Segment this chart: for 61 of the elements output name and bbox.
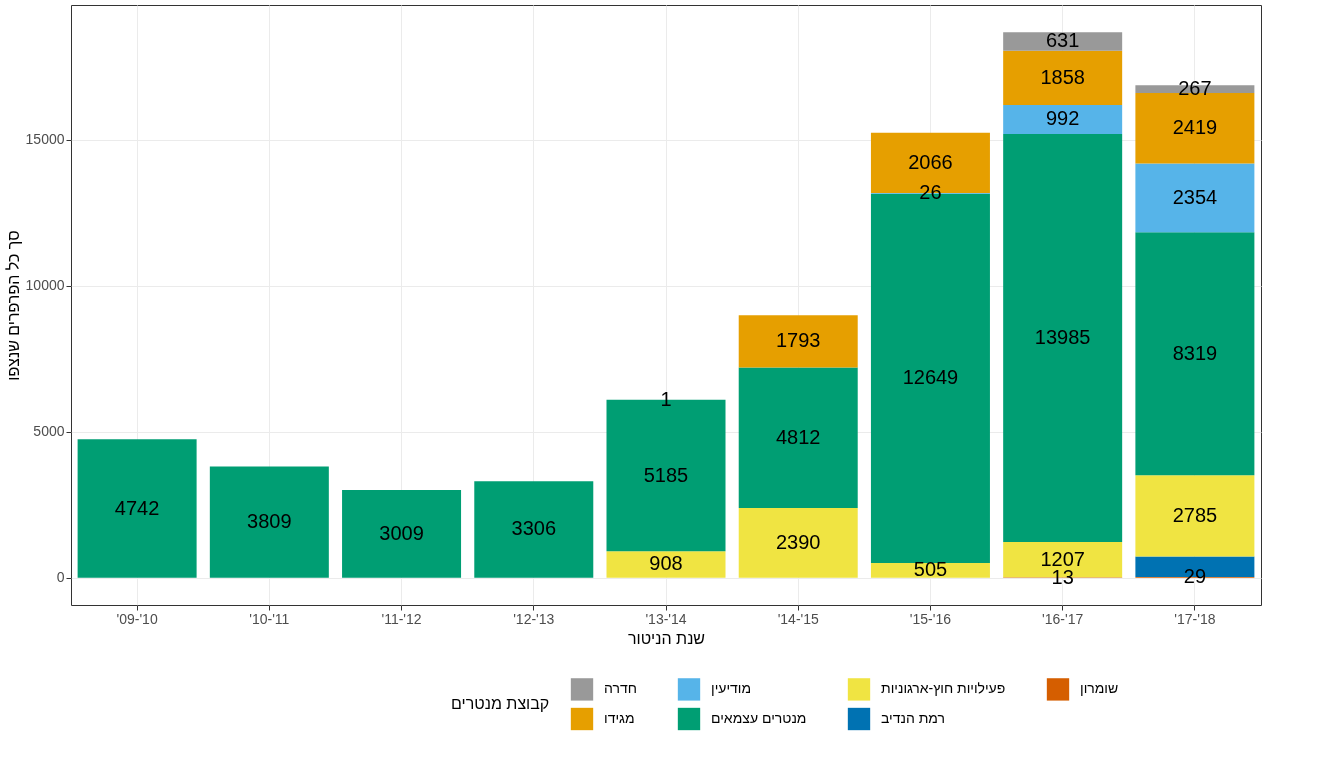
x-tick-label: '12-'13 xyxy=(513,610,555,627)
data-label: 4812 xyxy=(775,425,821,448)
data-label: 12649 xyxy=(902,366,959,389)
legend-label: מודיעין xyxy=(711,680,752,697)
data-label: 505 xyxy=(913,558,948,581)
x-tick-label: '17-'18 xyxy=(1174,610,1216,627)
x-tick-label: '14-'15 xyxy=(777,610,820,627)
legend-label: שומרון xyxy=(1080,680,1119,697)
bar xyxy=(738,507,858,578)
y-tick-label: 10000 xyxy=(25,277,65,294)
bar xyxy=(1003,32,1123,51)
bar xyxy=(209,466,329,578)
x-tick-label: '16-'17 xyxy=(1042,610,1084,627)
data-label: 3306 xyxy=(511,517,557,540)
data-label: 4742 xyxy=(114,496,160,519)
bar xyxy=(738,367,858,508)
data-label: 2354 xyxy=(1172,185,1218,208)
bar xyxy=(1135,232,1255,476)
bar xyxy=(77,439,197,578)
data-label: 2785 xyxy=(1172,503,1218,526)
y-tick-label: 15000 xyxy=(25,131,65,148)
data-label: 3809 xyxy=(247,510,292,533)
legend-label: פעילויות חוץ-ארגוניות xyxy=(881,680,1006,697)
bar xyxy=(474,481,594,578)
bar xyxy=(1135,163,1255,233)
legend-label: מנטרים עצמאים xyxy=(711,710,807,726)
y-tick-label: 5000 xyxy=(33,423,65,440)
legend-label: חדרה xyxy=(604,680,637,697)
data-label: 8319 xyxy=(1172,341,1218,364)
data-label: 13985 xyxy=(1034,326,1091,348)
data-label: 2419 xyxy=(1172,116,1218,139)
y-axis-title: סך כל הפרפרים שנצפו xyxy=(4,230,22,381)
x-axis-title: שנת הניטור xyxy=(627,629,706,647)
data-label: 1793 xyxy=(775,329,821,352)
legend-title: קבוצת מנטרים xyxy=(451,695,550,712)
bar xyxy=(738,315,858,368)
data-label: 5185 xyxy=(643,463,689,486)
bar xyxy=(342,489,462,578)
x-tick-label: '13-'14 xyxy=(645,610,687,627)
data-label: 2390 xyxy=(775,530,821,553)
x-tick-label: '09-'10 xyxy=(116,610,158,627)
data-label: 908 xyxy=(649,552,683,575)
data-label: 631 xyxy=(1045,29,1080,52)
data-label: 26 xyxy=(919,181,942,204)
legend-label: מגידו xyxy=(604,710,635,726)
data-label: 1858 xyxy=(1040,65,1085,88)
bar xyxy=(1003,133,1123,543)
bar xyxy=(1003,50,1123,105)
data-label: 1207 xyxy=(1040,547,1085,570)
data-label: 29 xyxy=(1183,565,1207,588)
legend-label: רמת הנדיב xyxy=(881,710,946,726)
y-tick-label: 0 xyxy=(56,569,65,586)
bar xyxy=(606,551,726,578)
x-tick-label: '15-'16 xyxy=(909,610,952,627)
data-label: 2066 xyxy=(908,150,953,173)
bar xyxy=(1003,104,1123,134)
x-tick-label: '10-'11 xyxy=(249,610,290,627)
data-label: 3009 xyxy=(379,521,424,544)
data-label: 992 xyxy=(1045,107,1080,130)
bar xyxy=(1135,475,1255,557)
x-tick-label: '11-'12 xyxy=(381,610,422,627)
